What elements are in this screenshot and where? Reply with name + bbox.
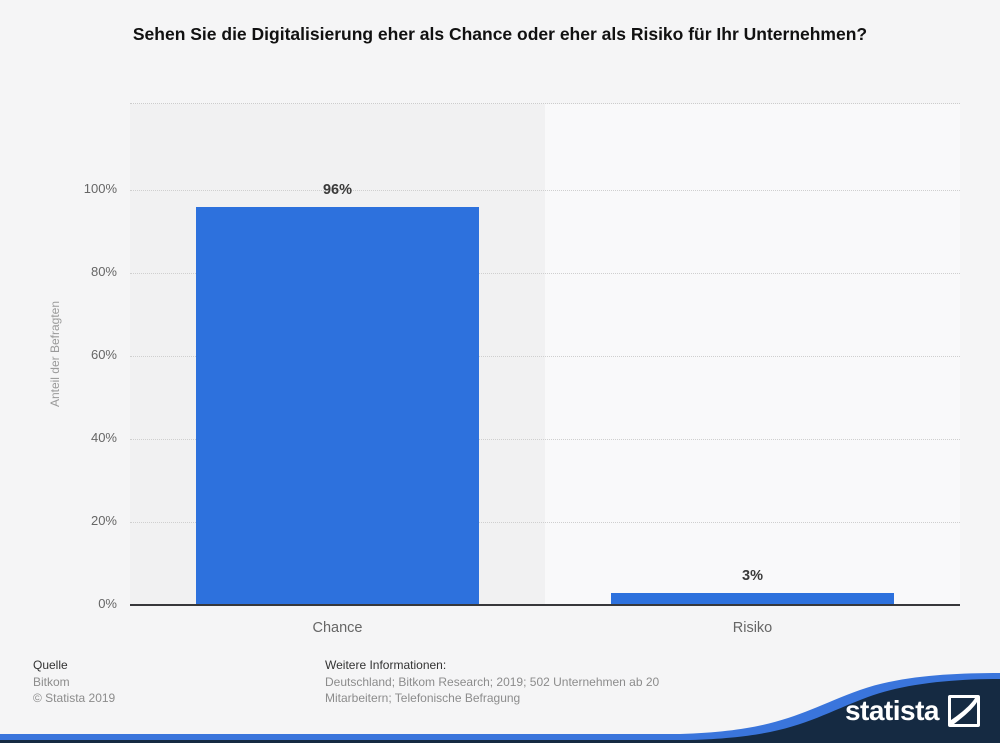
statista-logo-icon: [948, 694, 980, 727]
y-tick-40: 40%: [90, 430, 117, 445]
y-tick-20: 20%: [90, 513, 117, 528]
x-category-label-risiko: Risiko: [732, 620, 773, 636]
source-label: Quelle: [33, 658, 68, 672]
info-line-1: Deutschland; Bitkom Research; 2019; 502 …: [325, 674, 660, 689]
bar-chance[interactable]: [196, 206, 479, 605]
source-name[interactable]: Bitkom: [33, 674, 70, 689]
y-tick-100: 100%: [83, 181, 117, 196]
chart-column-chance: 96%: [130, 104, 545, 605]
info-line-2: Mitarbeitern; Telefonische Befragung: [325, 691, 521, 705]
y-tick-0: 0%: [98, 596, 117, 611]
gridline-60: [130, 356, 960, 357]
info-label: Weitere Informationen:: [325, 658, 447, 672]
plot-area: 96% 3%: [130, 103, 960, 606]
bar-value-label-chance: 96%: [322, 181, 353, 198]
bar-value-label-risiko: 3%: [742, 567, 763, 584]
brand-wave: [0, 673, 1000, 743]
info-block: Weitere Informationen: Deutschland; Bitk…: [325, 657, 695, 707]
bar-risiko[interactable]: [611, 592, 894, 605]
gridline-100: [130, 190, 960, 191]
x-category-label-chance: Chance: [312, 620, 363, 636]
gridline-20: [130, 522, 960, 523]
copyright: © Statista 2019: [33, 691, 116, 705]
source-block: Quelle Bitkom © Statista 2019: [33, 657, 115, 707]
wave-navy-body: [0, 679, 1000, 743]
gridline-40: [130, 439, 960, 440]
statista-logo[interactable]: statista: [845, 694, 980, 727]
column-background-risiko: [545, 104, 960, 605]
x-axis-line: [130, 604, 960, 606]
y-tick-60: 60%: [90, 347, 117, 362]
y-tick-80: 80%: [90, 264, 117, 279]
statista-wordmark: statista: [844, 695, 940, 726]
chart-column-risiko: 3%: [545, 104, 960, 605]
chart-title: Sehen Sie die Digitalisierung eher als C…: [132, 24, 868, 44]
gridline-80: [130, 273, 960, 274]
